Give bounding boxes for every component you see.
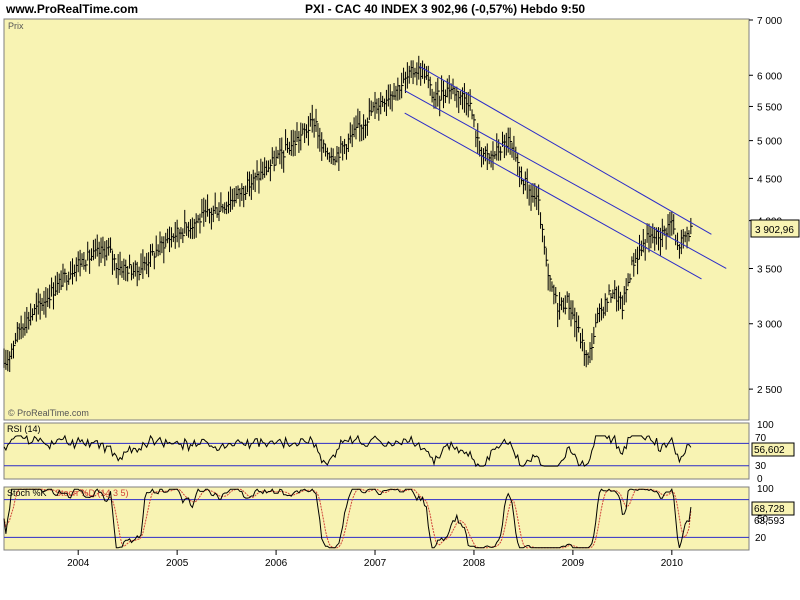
- stoch-d-label: Stoch %D (14 3 5): [55, 488, 129, 498]
- last-price-label: 3 902,96: [755, 225, 794, 236]
- rsi-value-label: 56,602: [754, 445, 785, 456]
- stoch-level-20-label: 20: [755, 533, 767, 544]
- rsi-panel: [3, 422, 750, 480]
- watermark: © ProRealTime.com: [8, 408, 89, 418]
- time-tick-label: 2007: [364, 558, 387, 569]
- last-price-box: [750, 219, 800, 238]
- price-tick-label: 5 000: [757, 137, 782, 148]
- instrument-title: PXI - CAC 40 INDEX 3 902,96 (-0,57%) Heb…: [305, 2, 586, 16]
- time-tick-label: 2008: [463, 558, 486, 569]
- channel-line: [404, 90, 727, 269]
- stoch-tick-label: 50: [757, 515, 769, 526]
- rsi-tick-label: 0: [757, 474, 763, 485]
- price-tick-label: 3 000: [757, 320, 782, 331]
- price-tick-label: 2 500: [757, 385, 782, 396]
- stoch-d-value-label: 63,593: [754, 516, 785, 527]
- stoch-tick-label: 100: [757, 484, 774, 495]
- price-tick-label: 6 000: [757, 71, 782, 82]
- price-tick-label: 7 000: [757, 16, 782, 27]
- price-tick-label: 3 500: [757, 264, 782, 275]
- time-axis: 2004 2005 2006 2007 2008 2009 2010: [67, 550, 683, 569]
- time-tick-label: 2006: [265, 558, 288, 569]
- time-tick-label: 2005: [166, 558, 189, 569]
- price-tick-label: 4 500: [757, 174, 782, 185]
- time-tick-label: 2009: [562, 558, 585, 569]
- stoch-axis: 100 50: [757, 484, 774, 526]
- channel-line: [419, 65, 712, 235]
- rsi-level-30-label: 30: [755, 461, 767, 472]
- rsi-line: [3, 434, 692, 468]
- price-panel-label: Prix: [8, 21, 24, 31]
- trend-channel: [404, 65, 727, 280]
- channel-line: [404, 112, 702, 280]
- time-tick-label: 2010: [661, 558, 684, 569]
- header-bar: www.ProRealTime.com PXI - CAC 40 INDEX 3…: [0, 0, 800, 18]
- stoch-k-value-box: [751, 501, 795, 516]
- time-tick-label: 2004: [67, 558, 90, 569]
- site-url[interactable]: www.ProRealTime.com: [6, 2, 139, 16]
- rsi-label: RSI (14): [7, 424, 41, 434]
- stoch-k-label: Stoch %K: [7, 488, 47, 498]
- price-panel: [3, 18, 750, 421]
- rsi-value-box: [751, 442, 795, 457]
- stoch-k-value-label: 68,728: [754, 504, 785, 515]
- stoch-d-line: [3, 488, 692, 549]
- rsi-tick-label: 100: [757, 420, 774, 431]
- price-tick-label: 5 500: [757, 102, 782, 113]
- stoch-k-line: [3, 487, 692, 549]
- rsi-level-70-label: 70: [755, 433, 767, 444]
